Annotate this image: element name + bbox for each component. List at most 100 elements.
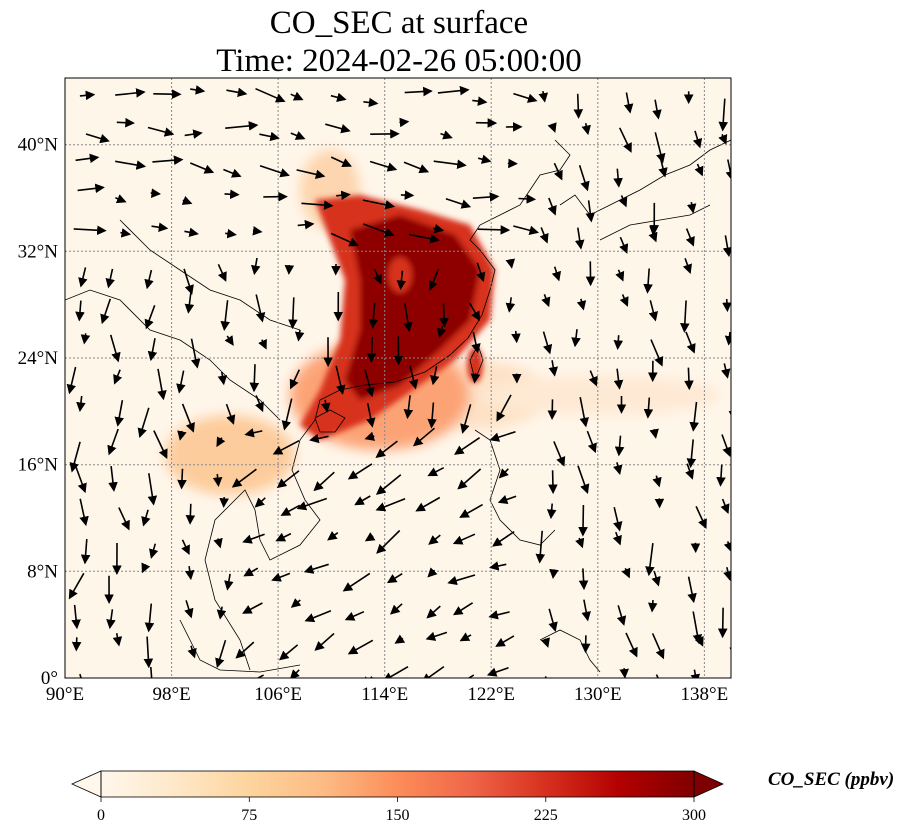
lon-tick-label: 98°E xyxy=(152,684,190,705)
wind-arrow xyxy=(415,496,441,512)
wind-arrow xyxy=(578,568,589,591)
wind-arrow xyxy=(326,677,328,678)
wind-arrow xyxy=(148,543,159,559)
wind-arrow xyxy=(224,335,234,346)
wind-arrow xyxy=(184,227,199,237)
wind-arrow xyxy=(224,573,234,591)
wind-arrow xyxy=(190,338,201,369)
wind-arrow xyxy=(106,609,116,630)
wind-arrow xyxy=(243,567,259,577)
wind-arrow xyxy=(729,647,731,657)
wind-arrow xyxy=(177,430,187,441)
colorbar-title: CO_SEC (ppbv) xyxy=(768,769,895,790)
wind-arrow xyxy=(548,470,558,495)
wind-arrow xyxy=(363,223,395,237)
wind-arrow xyxy=(579,397,589,428)
wind-arrow xyxy=(184,292,195,314)
wind-arrow xyxy=(685,228,695,247)
wind-arrow xyxy=(498,468,509,479)
wind-arrow xyxy=(118,507,130,531)
wind-arrow xyxy=(476,262,486,283)
wind-arrow xyxy=(366,403,376,428)
wind-arrow xyxy=(548,360,559,377)
wind-arrow xyxy=(725,159,731,181)
wind-arrow xyxy=(289,669,300,678)
wind-arrow xyxy=(649,428,659,439)
wind-arrow xyxy=(619,294,629,307)
wind-arrow xyxy=(496,394,512,422)
wind-arrow xyxy=(428,268,440,291)
wind-arrow xyxy=(303,563,329,574)
wind-arrow xyxy=(259,131,280,142)
wind-arrow xyxy=(390,603,403,615)
wind-arrow xyxy=(152,155,184,166)
colorbar: 0 75 150 225 300 xyxy=(71,770,724,824)
wind-arrow xyxy=(403,303,413,333)
wind-arrow xyxy=(107,428,119,456)
wind-arrow xyxy=(581,123,591,136)
wind-arrow xyxy=(647,600,658,613)
wind-arrow xyxy=(396,270,407,291)
wind-arrow xyxy=(271,572,291,582)
wind-arrow xyxy=(330,156,352,168)
wind-arrow xyxy=(151,222,169,232)
wind-arrow xyxy=(181,195,193,205)
wind-arrow xyxy=(694,163,704,177)
wind-arrow xyxy=(296,169,326,180)
wind-arrow xyxy=(144,603,155,633)
wind-arrow xyxy=(325,123,351,134)
wind-arrow xyxy=(547,197,557,216)
wind-arrow xyxy=(120,228,132,238)
wind-arrow xyxy=(259,165,290,178)
wind-arrow xyxy=(364,532,376,542)
wind-arrow xyxy=(680,300,690,333)
wind-arrow xyxy=(294,329,305,342)
wind-arrow xyxy=(375,440,398,458)
lat-tick-label: 8°N xyxy=(27,561,58,582)
wind-arrow xyxy=(613,507,623,532)
wind-arrow xyxy=(403,395,414,420)
wind-arrow xyxy=(684,367,694,391)
wind-arrow xyxy=(157,368,167,401)
wind-arrow xyxy=(621,567,631,579)
wind-arrow xyxy=(412,427,436,447)
wind-arrow xyxy=(68,572,85,600)
wind-arrow xyxy=(447,574,476,586)
wind-arrow xyxy=(220,300,230,331)
wind-arrow xyxy=(363,97,379,108)
wind-arrow xyxy=(571,329,581,348)
wind-arrow xyxy=(575,537,585,549)
wind-arrow xyxy=(77,183,105,194)
wind-arrow xyxy=(457,468,482,490)
wind-arrow xyxy=(330,92,347,103)
wind-arrow xyxy=(366,337,377,363)
wind-arrow xyxy=(408,233,440,244)
wind-arrow xyxy=(184,600,194,619)
wind-arrow xyxy=(718,133,728,145)
wind-arrow xyxy=(489,430,516,442)
wind-arrow xyxy=(79,90,96,101)
lat-tick-label: 0° xyxy=(41,668,58,689)
wind-arrow xyxy=(304,609,332,623)
wind-arrow xyxy=(330,232,359,247)
wind-arrow xyxy=(250,257,261,276)
wind-arrow xyxy=(144,269,154,290)
wind-arrow xyxy=(686,439,697,469)
lat-tick-label: 40°N xyxy=(18,135,59,156)
wind-arrow xyxy=(403,161,430,174)
wind-arrow xyxy=(470,373,481,384)
wind-arrow xyxy=(115,88,146,98)
wind-arrow xyxy=(440,130,453,140)
wind-arrow xyxy=(452,533,476,545)
wind-arrow xyxy=(459,632,472,642)
wind-arrow xyxy=(585,200,596,223)
wind-arrow xyxy=(225,228,237,239)
wind-arrow xyxy=(281,398,293,431)
wind-arrow xyxy=(553,441,566,467)
wind-arrow xyxy=(217,263,227,282)
chart-title: CO_SEC at surface Time: 2024-02-26 05:00… xyxy=(0,4,798,80)
wind-arrow xyxy=(650,339,664,367)
lon-tick-label: 114°E xyxy=(361,684,408,705)
wind-arrow xyxy=(373,268,382,285)
